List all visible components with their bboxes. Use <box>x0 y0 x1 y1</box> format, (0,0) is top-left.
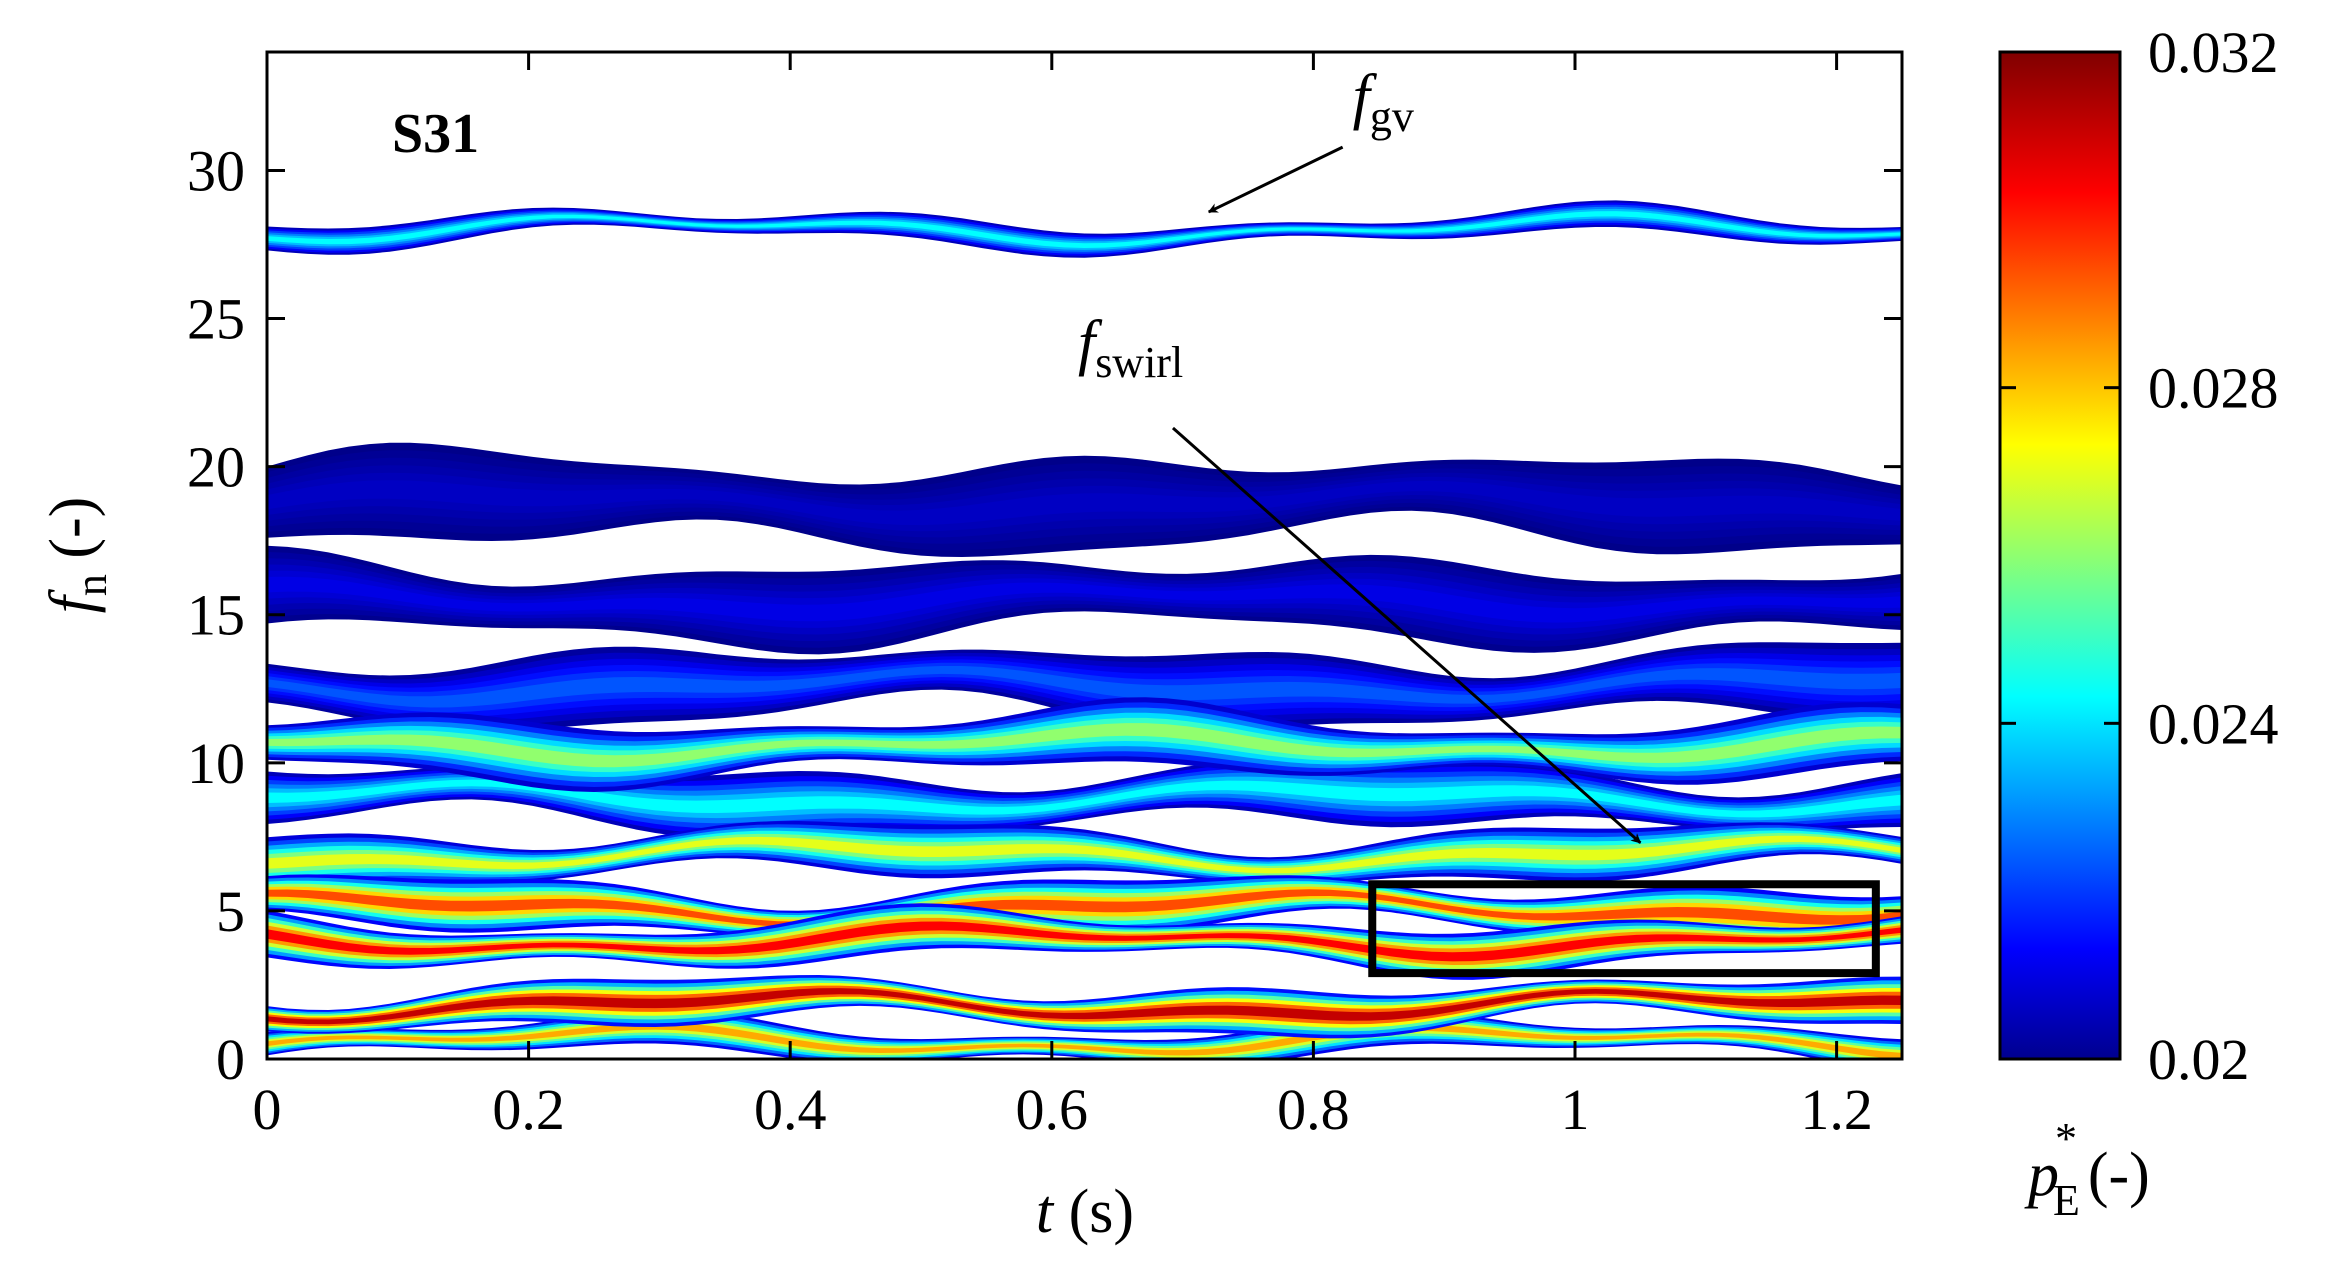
x-tick-label: 1 <box>1561 1077 1590 1142</box>
x-axis-symbol: t <box>1036 1178 1055 1246</box>
y-axis-ticks: 0 5 10 15 20 25 30 <box>187 138 1902 1092</box>
y-axis-subscript: n <box>67 574 116 596</box>
heatmap-contour <box>267 666 1902 708</box>
fswirl-subscript: swirl <box>1095 338 1183 387</box>
heatmap-contour <box>267 988 1902 1025</box>
y-tick-label: 25 <box>187 287 245 352</box>
x-axis-unit: (s) <box>1069 1178 1134 1246</box>
heatmap-contour <box>267 200 1902 258</box>
colorbar-ticks: 0.02 0.024 0.028 0.032 <box>2000 20 2279 1092</box>
y-axis-title: fn (-) <box>38 497 116 614</box>
heatmap-band <box>267 200 1902 258</box>
fgv-label: fgv <box>1353 63 1414 141</box>
heatmap-contour <box>267 202 1902 256</box>
heatmap-contour <box>267 985 1902 1027</box>
x-axis-ticks: 0 0.2 0.4 0.6 0.8 1 1.2 <box>253 52 1873 1142</box>
colorbar-tick-label: 0.032 <box>2148 20 2279 85</box>
colorbar <box>1998 50 2122 1061</box>
heatmap-band <box>267 874 1902 945</box>
heatmap-contour <box>267 833 1902 876</box>
heatmap-contour <box>267 921 1902 962</box>
x-tick-label: 1.2 <box>1800 1077 1873 1142</box>
colorbar-tick-label: 0.024 <box>2148 691 2279 756</box>
heatmap-contour <box>267 835 1902 874</box>
heatmap-band <box>267 442 1902 557</box>
colorbar-tick-label: 0.028 <box>2148 356 2279 421</box>
colorbar-title: p* E (-) <box>2024 1114 2150 1225</box>
fswirl-arrow <box>1171 426 1642 844</box>
heatmap-contour <box>267 480 1902 526</box>
x-tick-label: 0.8 <box>1277 1077 1350 1142</box>
x-tick-label: 0.4 <box>754 1077 827 1142</box>
y-tick-label: 0 <box>216 1027 245 1092</box>
x-tick-label: 0 <box>253 1077 282 1142</box>
x-tick-label: 0.2 <box>492 1077 565 1142</box>
panel-label: S31 <box>392 103 479 165</box>
plot-frame <box>265 50 1904 1061</box>
heatmap-contour <box>267 889 1902 927</box>
heatmap-band <box>267 975 1902 1039</box>
highlight-box <box>1368 880 1880 978</box>
heatmap-band <box>267 545 1902 655</box>
colorbar-symbol: p <box>2024 1141 2059 1209</box>
fgv-subscript: gv <box>1370 92 1414 141</box>
heatmap-contour <box>267 576 1902 623</box>
colorbar-subscript: E <box>2053 1176 2080 1225</box>
heatmap-band <box>267 903 1902 980</box>
heatmap-contour <box>267 1022 1902 1059</box>
colorbar-unit: (-) <box>2088 1141 2150 1209</box>
heatmap-band <box>267 821 1902 890</box>
y-tick-label: 30 <box>187 138 245 203</box>
y-tick-label: 10 <box>187 731 245 796</box>
heatmap-band <box>267 697 1902 792</box>
fswirl-label: fswirl <box>1078 309 1183 387</box>
heatmap-contour <box>267 208 1902 250</box>
x-axis-title: t (s) <box>1036 1178 1134 1246</box>
heatmap-contour <box>267 723 1902 768</box>
annotations: fgv fswirl <box>1078 63 1880 978</box>
y-tick-label: 15 <box>187 583 245 648</box>
heatmap-band <box>267 642 1902 733</box>
y-tick-label: 5 <box>216 879 245 944</box>
heatmap-area <box>267 200 1902 1059</box>
x-tick-label: 0.6 <box>1016 1077 1089 1142</box>
heatmap-contour <box>267 779 1902 818</box>
fgv-arrow <box>1207 145 1344 214</box>
colorbar-superscript: * <box>2055 1114 2077 1163</box>
y-axis-unit: (-) <box>38 497 106 559</box>
heatmap-contour <box>267 983 1902 1028</box>
y-tick-label: 20 <box>187 435 245 500</box>
colorbar-tick-label: 0.02 <box>2148 1027 2250 1092</box>
